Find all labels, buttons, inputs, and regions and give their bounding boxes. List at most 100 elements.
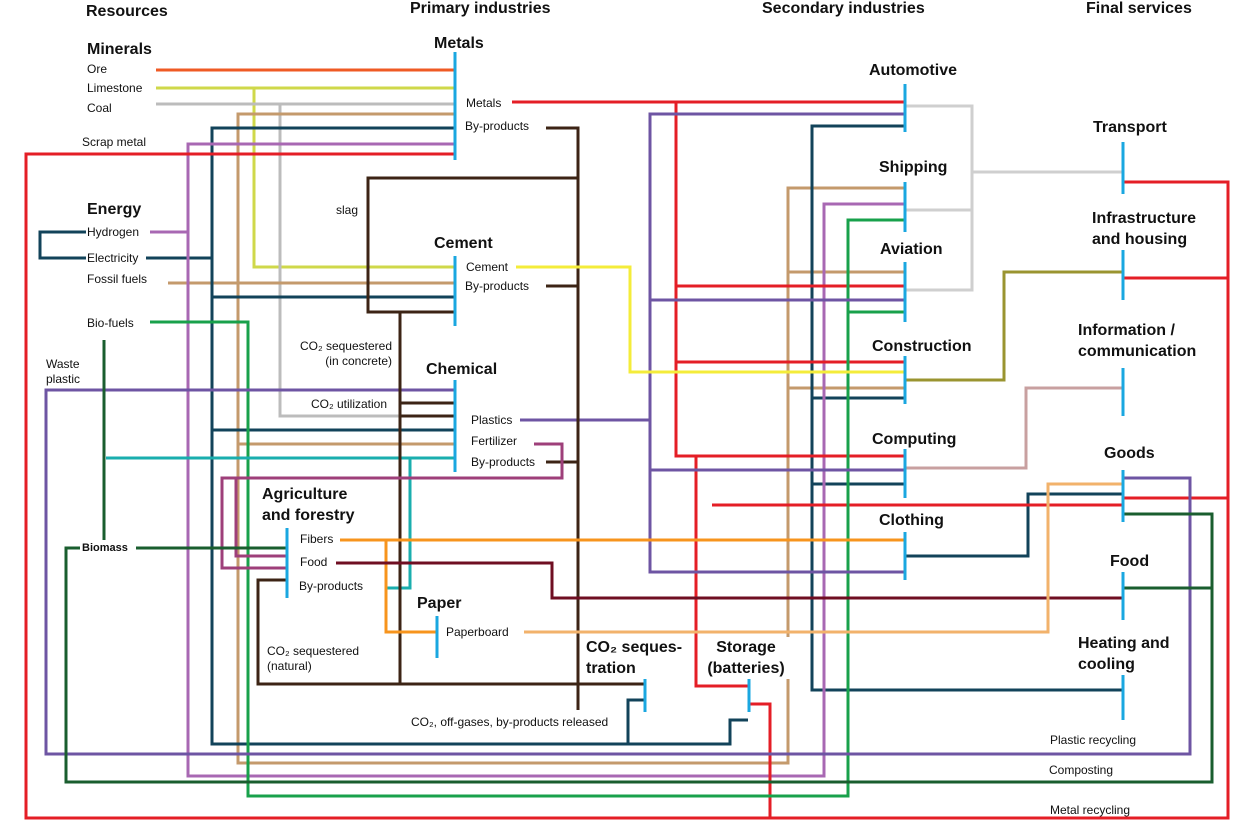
label-co2-sequestered-concrete: CO₂ sequestered (in concrete) xyxy=(290,339,392,369)
storage-line-1: Storage xyxy=(716,639,776,656)
flow-plastics-trunk xyxy=(648,112,904,574)
co2-seq-line-1: CO₂ seques- xyxy=(586,639,683,656)
flow-navy-secondary xyxy=(810,124,1122,692)
flow-food xyxy=(336,561,1122,600)
flow-teal-paper xyxy=(386,458,412,590)
header-primary-industries: Primary industries xyxy=(410,0,551,17)
node-title-construction: Construction xyxy=(872,338,972,356)
header-resources: Resources xyxy=(86,3,168,20)
node-title-transport: Transport xyxy=(1093,119,1167,136)
resource-biomass: Biomass xyxy=(81,541,129,555)
co2-concrete-line-1: CO₂ sequestered xyxy=(299,339,392,353)
label-co2-sequestered-natural: CO₂ sequestered (natural) xyxy=(267,644,360,674)
chemical-output-byproducts: By-products xyxy=(471,455,536,469)
flow-scrap-metal xyxy=(24,152,1230,820)
label-composting: Composting xyxy=(1049,763,1114,777)
node-title-agriculture-forestry: Agriculture and forestry xyxy=(262,484,355,526)
node-title-shipping: Shipping xyxy=(879,159,948,177)
node-title-metals: Metals xyxy=(434,35,484,52)
resource-ore: Ore xyxy=(87,62,108,76)
label-slag: slag xyxy=(336,203,359,217)
co2-natural-line-1: CO₂ sequestered xyxy=(267,644,360,658)
node-title-heating-cooling: Heating and cooling xyxy=(1078,633,1170,675)
agri-output-food: Food xyxy=(300,555,328,569)
node-title-goods: Goods xyxy=(1104,445,1155,463)
flow-composting xyxy=(64,512,1214,784)
flow-fertilizer-2 xyxy=(234,478,286,558)
info-line-1: Information / xyxy=(1078,322,1175,339)
flow-gray-transport xyxy=(904,104,974,292)
flow-brown-trunk xyxy=(546,126,580,710)
resource-coal: Coal xyxy=(87,101,112,115)
resource-group-energy: Energy xyxy=(87,201,142,218)
label-co2-released: CO₂, off-gases, by-products released xyxy=(411,715,609,729)
infra-line-1: Infrastructure xyxy=(1092,210,1197,227)
label-plastic-recycling: Plastic recycling xyxy=(1050,733,1137,747)
node-title-clothing: Clothing xyxy=(879,512,944,530)
node-title-chemical: Chemical xyxy=(426,361,498,378)
flow-fibers-paper xyxy=(384,540,436,634)
flow-electricity-storage xyxy=(626,698,644,744)
metals-output-byproducts: By-products xyxy=(465,119,530,133)
agri-output-byproducts: By-products xyxy=(299,579,364,593)
flow-waste-plastic xyxy=(44,388,1192,756)
chemical-output-plastics: Plastics xyxy=(471,413,513,427)
node-title-aviation: Aviation xyxy=(880,241,943,259)
flow-agri-byproducts xyxy=(256,578,400,686)
resource-fossil-fuels: Fossil fuels xyxy=(87,272,148,286)
heating-line-1: Heating and xyxy=(1078,635,1170,652)
node-title-automotive: Automotive xyxy=(869,62,957,79)
node-title-computing: Computing xyxy=(872,431,957,449)
flow-navy-goods xyxy=(904,492,1122,558)
node-title-co2-sequestration: CO₂ seques- tration xyxy=(586,637,683,679)
node-title-storage-batteries: Storage (batteries) xyxy=(702,637,790,679)
infra-line-2: and housing xyxy=(1092,231,1188,248)
waste-plastic-line-2: plastic xyxy=(46,372,81,386)
resource-group-minerals: Minerals xyxy=(87,41,152,58)
agri-line-1: Agriculture xyxy=(262,486,348,503)
resource-bio-fuels: Bio-fuels xyxy=(87,316,134,330)
resource-electricity: Electricity xyxy=(87,251,139,265)
flow-paperboard xyxy=(524,482,1122,634)
resource-waste-plastic: Waste plastic xyxy=(46,357,80,387)
agri-output-fibers: Fibers xyxy=(300,532,334,546)
agri-line-2: and forestry xyxy=(262,507,355,524)
flow-hydrogen-electricity xyxy=(38,230,86,260)
node-title-information-communication: Information / communication xyxy=(1078,320,1197,362)
node-title-infrastructure-housing: Infrastructure and housing xyxy=(1092,208,1197,250)
label-metal-recycling: Metal recycling xyxy=(1050,803,1131,817)
flow-biofuels xyxy=(150,218,904,798)
flow-transport-red xyxy=(1122,180,1230,498)
flow-metals-storage xyxy=(694,456,748,688)
resource-scrap-metal: Scrap metal xyxy=(82,135,147,149)
flow-metals-down xyxy=(674,102,904,458)
resource-limestone: Limestone xyxy=(87,81,143,95)
resource-hydrogen: Hydrogen xyxy=(87,225,140,239)
flow-coal-to-chemical xyxy=(278,104,454,418)
flow-storage-red xyxy=(750,702,772,818)
cement-output-byproducts: By-products xyxy=(465,279,530,293)
label-co2-utilization: CO₂ utilization xyxy=(311,397,388,411)
heating-line-2: cooling xyxy=(1078,656,1135,673)
node-title-paper: Paper xyxy=(417,595,462,612)
flow-hydrogen-purple xyxy=(186,142,904,778)
info-line-2: communication xyxy=(1078,343,1197,360)
co2-natural-line-2: (natural) xyxy=(267,659,312,673)
flow-tan-top xyxy=(236,112,904,765)
header-secondary-industries: Secondary industries xyxy=(762,0,925,17)
metals-output-metals: Metals xyxy=(466,96,502,110)
co2-concrete-line-2: (in concrete) xyxy=(325,354,392,368)
storage-line-2: (batteries) xyxy=(707,660,785,677)
header-final-services: Final services xyxy=(1086,0,1192,17)
flow-fertilizer xyxy=(220,442,564,570)
flow-cement-out xyxy=(516,265,904,374)
paper-output-paperboard: Paperboard xyxy=(446,625,509,639)
flow-olive xyxy=(904,270,1122,382)
flow-slag xyxy=(366,176,578,314)
cement-output-cement: Cement xyxy=(466,260,509,274)
waste-plastic-line-1: Waste xyxy=(46,357,80,371)
node-title-food: Food xyxy=(1110,553,1150,571)
co2-seq-line-2: tration xyxy=(586,660,636,677)
chemical-output-fertilizer: Fertilizer xyxy=(471,434,518,448)
